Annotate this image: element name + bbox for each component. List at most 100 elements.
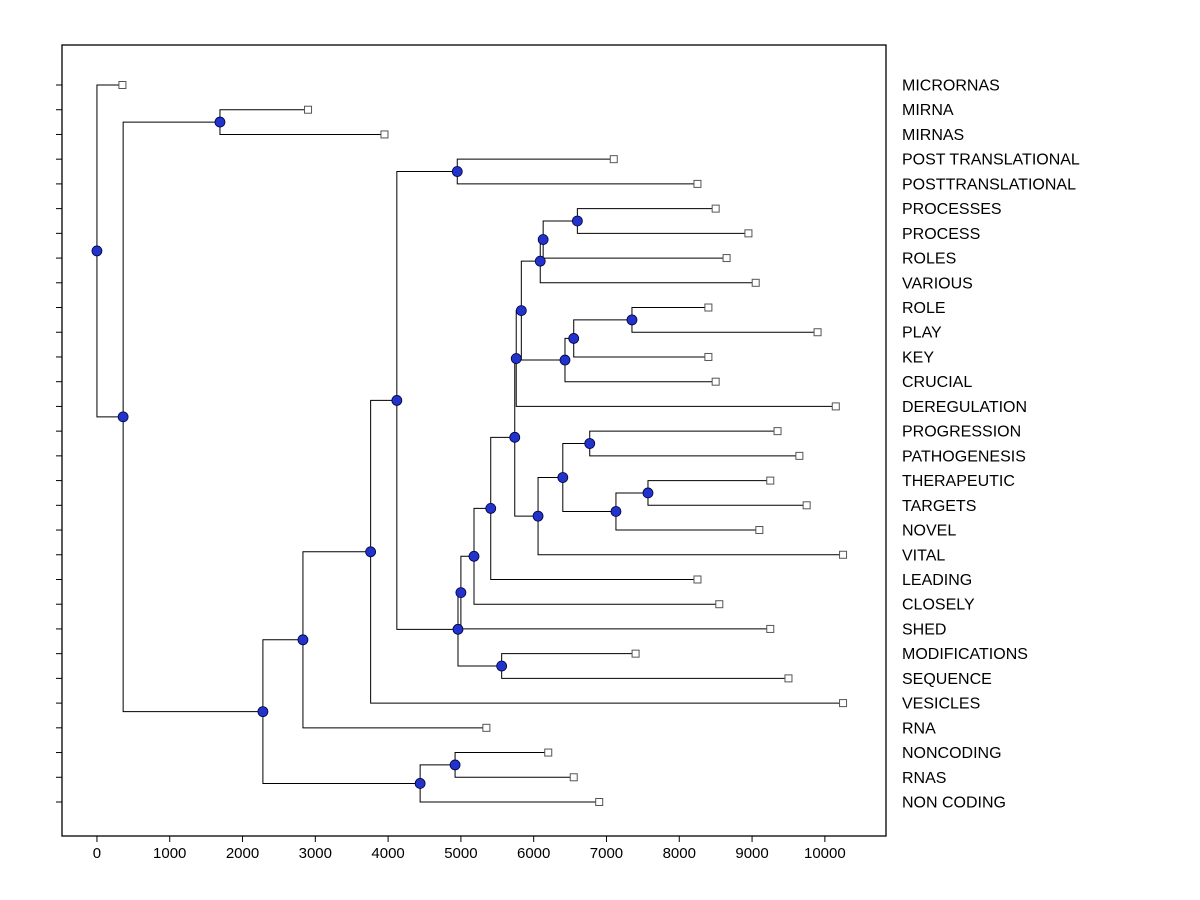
internal-node-marker xyxy=(485,503,497,514)
internal-node-marker xyxy=(496,660,508,672)
leaf-marker xyxy=(751,278,760,287)
leaf-marker xyxy=(609,155,618,164)
leaf-marker xyxy=(802,501,811,510)
leaf-label: MODIFICATIONS xyxy=(902,646,1028,663)
leaf-label: PLAY xyxy=(902,325,942,342)
leaf-marker xyxy=(722,254,731,263)
leaf-marker xyxy=(766,624,775,633)
leaf-label: DEREGULATION xyxy=(902,399,1027,416)
x-tick-label: 6000 xyxy=(517,845,550,862)
internal-node-marker xyxy=(510,353,522,364)
leaf-label: SHED xyxy=(902,621,946,638)
leaf-marker xyxy=(839,699,848,708)
leaf-label: PATHOGENESIS xyxy=(902,448,1026,465)
leaf-marker xyxy=(795,451,804,460)
internal-node-marker xyxy=(297,634,309,646)
internal-node-marker xyxy=(584,438,596,449)
internal-node-marker xyxy=(257,706,269,718)
x-tick-label: 5000 xyxy=(444,845,477,862)
leaf-label: VARIOUS xyxy=(902,275,973,292)
internal-node-marker xyxy=(559,354,571,366)
leaf-label: NON CODING xyxy=(902,795,1006,812)
leaf-marker xyxy=(631,649,640,658)
x-tick-label: 0 xyxy=(93,845,101,862)
leaf-label: PROGRESSION xyxy=(902,424,1021,441)
leaf-label: MICRORNAS xyxy=(902,78,1000,95)
plot-border xyxy=(61,44,887,837)
leaf-label: PROCESS xyxy=(902,226,980,243)
x-tick-label: 7000 xyxy=(590,845,623,862)
internal-node-marker xyxy=(391,395,403,406)
internal-node-marker xyxy=(610,506,622,517)
internal-node-marker xyxy=(571,215,583,227)
internal-node-marker xyxy=(452,623,464,635)
leaf-label: TARGETS xyxy=(902,498,976,515)
leaf-marker xyxy=(693,575,702,584)
leaf-label: ROLES xyxy=(902,251,956,268)
leaf-label: SEQUENCE xyxy=(902,671,992,688)
leaf-label: CRUCIAL xyxy=(902,374,972,391)
leaf-marker xyxy=(118,81,127,89)
leaf-marker xyxy=(755,526,764,535)
internal-node-marker xyxy=(509,431,521,443)
internal-node-marker xyxy=(455,587,467,599)
leaf-label: THERAPEUTIC xyxy=(902,473,1015,490)
leaf-label: POSTTRANSLATIONAL xyxy=(902,176,1076,193)
leaf-label: KEY xyxy=(902,349,934,366)
leaf-label: CLOSELY xyxy=(902,597,975,614)
leaf-marker xyxy=(569,773,578,782)
leaf-marker xyxy=(595,798,604,806)
leaf-marker xyxy=(711,204,720,213)
x-tick-label: 1000 xyxy=(153,845,186,862)
leaf-marker xyxy=(304,105,313,114)
internal-node-marker xyxy=(214,116,226,128)
internal-node-marker xyxy=(91,245,103,257)
internal-node-marker xyxy=(568,333,580,344)
leaf-marker xyxy=(715,600,724,609)
internal-node-marker xyxy=(642,487,654,499)
internal-node-marker xyxy=(537,234,549,245)
leaf-label: RNAS xyxy=(902,770,946,787)
internal-node-marker xyxy=(451,166,463,177)
leaf-label: ROLE xyxy=(902,300,946,317)
x-tick-label: 10000 xyxy=(804,845,846,862)
internal-node-marker xyxy=(534,255,546,267)
leaf-marker xyxy=(784,674,793,683)
leaf-label: MIRNAS xyxy=(902,127,964,144)
leaf-label: LEADING xyxy=(902,572,972,589)
leaf-marker xyxy=(839,550,848,559)
leaf-label: VITAL xyxy=(902,547,945,564)
internal-node-marker xyxy=(557,472,569,483)
x-tick-label: 3000 xyxy=(299,845,332,862)
leaf-label: MIRNA xyxy=(902,102,954,119)
leaf-marker xyxy=(773,427,782,436)
leaf-label: NONCODING xyxy=(902,745,1002,762)
leaf-label: VESICLES xyxy=(902,696,980,713)
x-tick-label: 9000 xyxy=(735,845,768,862)
internal-node-marker xyxy=(532,510,544,522)
leaf-marker xyxy=(831,402,840,411)
x-tick-label: 8000 xyxy=(663,845,696,862)
leaf-marker xyxy=(744,229,753,238)
leaf-marker xyxy=(380,130,389,139)
internal-node-marker xyxy=(468,550,480,562)
leaf-marker xyxy=(482,723,491,732)
internal-node-marker xyxy=(365,546,377,558)
leaf-marker xyxy=(544,748,553,757)
leaf-label: NOVEL xyxy=(902,523,956,540)
leaf-marker xyxy=(704,303,713,312)
internal-node-marker xyxy=(515,305,527,317)
x-tick-label: 2000 xyxy=(226,845,259,862)
leaf-marker xyxy=(711,377,720,386)
x-tick-label: 4000 xyxy=(371,845,404,862)
leaf-label: RNA xyxy=(902,720,936,737)
leaf-marker xyxy=(813,328,822,337)
leaf-label: POST TRANSLATIONAL xyxy=(902,152,1080,169)
internal-node-marker xyxy=(117,411,129,423)
internal-node-marker xyxy=(626,314,638,326)
leaf-marker xyxy=(704,352,713,361)
leaf-label: PROCESSES xyxy=(902,201,1002,218)
